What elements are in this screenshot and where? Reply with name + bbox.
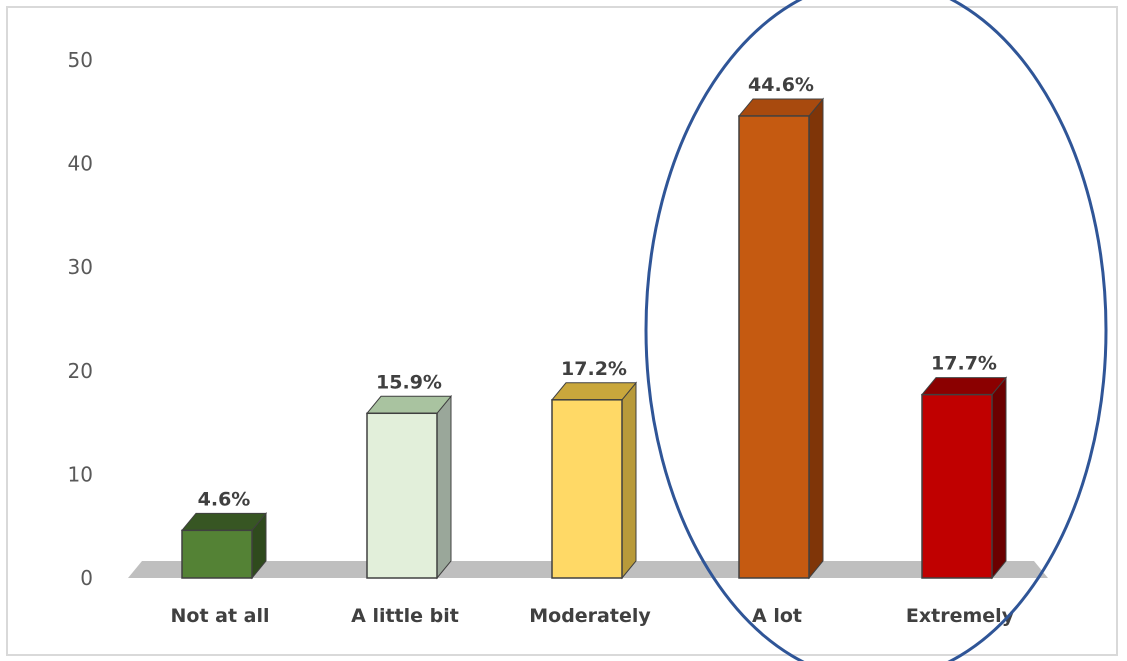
bar-not-at-all <box>180 511 268 580</box>
bar-front-face <box>366 412 438 579</box>
category-label: Moderately <box>529 605 651 627</box>
data-label: 17.2% <box>561 358 627 380</box>
bar-a-lot <box>737 97 825 580</box>
category-label: A lot <box>752 605 802 627</box>
bar-front-face <box>181 529 253 579</box>
data-label: 15.9% <box>376 371 442 393</box>
bar-front-face <box>738 115 810 579</box>
bar-moderately <box>550 381 638 580</box>
data-label: 4.6% <box>198 488 251 510</box>
category-label: Extremely <box>906 605 1015 627</box>
bar-front-face <box>551 399 623 579</box>
y-tick-label: 10 <box>68 462 93 486</box>
bar-side-face <box>436 394 452 580</box>
bar-top-face <box>737 98 825 117</box>
data-label: 17.7% <box>931 353 997 375</box>
category-label: Not at all <box>170 605 269 627</box>
highlight-ellipse <box>644 0 1108 661</box>
category-label: A little bit <box>351 605 459 627</box>
bar-front-face <box>921 393 993 579</box>
bar-extremely <box>920 376 1008 580</box>
bar-top-face <box>920 377 1008 396</box>
y-tick-label: 20 <box>68 359 93 383</box>
bar-side-face <box>621 381 637 580</box>
bar-side-face <box>808 97 824 580</box>
y-tick-label: 30 <box>68 255 93 279</box>
y-tick-label: 50 <box>68 48 93 72</box>
bar-top-face <box>180 512 268 531</box>
y-tick-label: 0 <box>80 566 93 590</box>
bar-side-face <box>991 376 1007 580</box>
bar-top-face <box>365 395 453 414</box>
bar-a-little-bit <box>365 394 453 580</box>
y-tick-label: 40 <box>68 152 93 176</box>
bar-top-face <box>550 382 638 401</box>
data-label: 44.6% <box>748 74 814 96</box>
